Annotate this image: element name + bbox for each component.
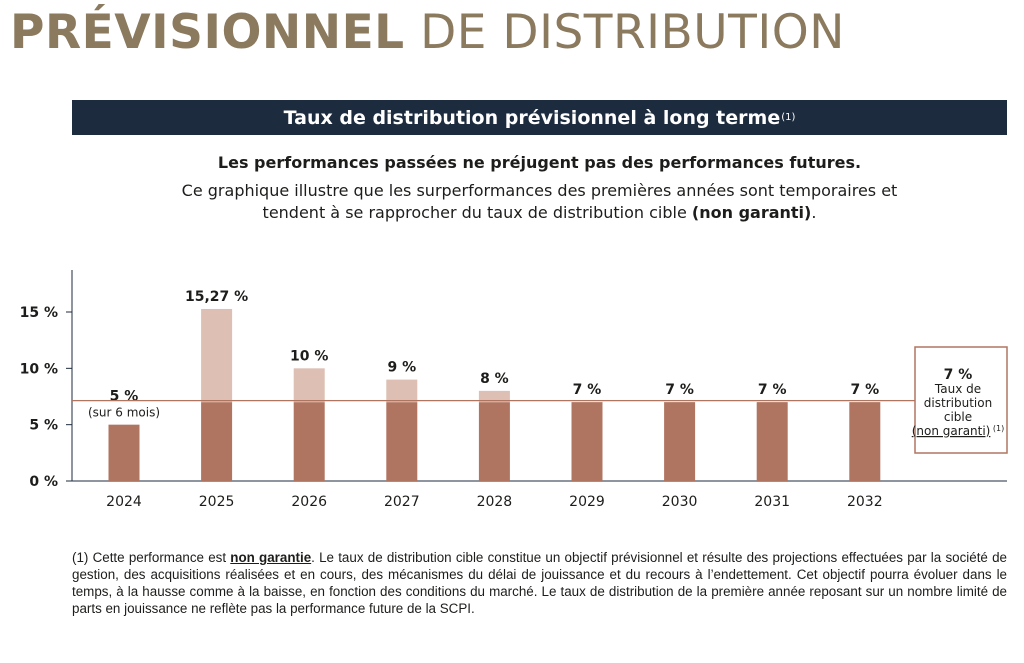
intro-text-line-2-end: . xyxy=(811,203,817,222)
footnote: (1) Cette performance est non garantie. … xyxy=(72,549,1007,617)
data-label: 15,27 % xyxy=(185,289,248,305)
x-tick-label: 2026 xyxy=(291,494,327,510)
bar-base xyxy=(293,402,325,481)
page-title-bold: PRÉVISIONNEL xyxy=(10,5,405,60)
footnote-start: (1) Cette performance est xyxy=(72,550,231,565)
y-tick-label: 15 % xyxy=(20,305,58,321)
target-rate-value: 7 % xyxy=(944,367,973,383)
data-label: 9 % xyxy=(387,360,416,376)
y-tick-label: 5 % xyxy=(29,418,58,434)
target-rate-note-ref: (1) xyxy=(990,424,1004,433)
bar-base xyxy=(386,402,418,481)
data-label: 5 % xyxy=(110,389,139,405)
x-tick-label: 2027 xyxy=(384,494,420,510)
chart-banner: Taux de distribution prévisionnel à long… xyxy=(72,100,1007,135)
footnote-rest: . Le taux de distribution cible constitu… xyxy=(72,550,1007,616)
data-label: 7 % xyxy=(665,382,694,398)
x-tick-label: 2030 xyxy=(662,494,698,510)
x-tick-label: 2024 xyxy=(106,494,142,510)
bar-base xyxy=(756,402,788,481)
target-rate-note: (non garanti) (1) xyxy=(912,424,1005,438)
bar-base xyxy=(849,402,881,481)
data-label: 7 % xyxy=(573,382,602,398)
page-title: PRÉVISIONNEL DE DISTRIBUTION xyxy=(10,2,845,64)
bar-base xyxy=(664,402,696,481)
intro-text-emphasis: (non garanti) xyxy=(691,203,812,222)
intro-text-line-2: tendent à se rapprocher du taux de distr… xyxy=(72,203,1007,222)
banner-text: Taux de distribution prévisionnel à long… xyxy=(283,106,781,129)
data-label: 8 % xyxy=(480,371,509,387)
x-tick-label: 2025 xyxy=(199,494,235,510)
bar-base xyxy=(108,424,140,481)
x-tick-label: 2032 xyxy=(847,494,883,510)
y-tick-label: 10 % xyxy=(20,361,58,377)
disclaimer-text: Les performances passées ne préjugent pa… xyxy=(217,153,862,172)
data-label: 10 % xyxy=(290,348,328,364)
y-tick-label: 0 % xyxy=(29,474,58,490)
bar-surperformance xyxy=(201,308,233,403)
bar-surperformance xyxy=(293,368,325,403)
page-title-rest: DE DISTRIBUTION xyxy=(420,5,845,60)
x-tick-label: 2029 xyxy=(569,494,605,510)
bar-base xyxy=(201,402,233,481)
footnote-emphasis: non garantie xyxy=(230,550,312,565)
x-tick-label: 2028 xyxy=(477,494,513,510)
bar-base xyxy=(478,402,510,481)
target-rate-box xyxy=(914,346,1008,454)
target-rate-caption: Taux de xyxy=(934,382,981,396)
data-label: 7 % xyxy=(850,382,879,398)
target-rate-caption: distribution xyxy=(924,396,992,410)
data-label: 7 % xyxy=(758,382,787,398)
bar-base xyxy=(571,402,603,481)
target-rate-caption: cible xyxy=(944,410,972,424)
intro-text-line-2-start: tendent à se rapprocher du taux de distr… xyxy=(262,203,692,222)
data-sublabel: (sur 6 mois) xyxy=(88,406,160,420)
target-rate-note-underlined: (non garanti) xyxy=(912,424,991,438)
intro-text-line-1: Ce graphique illustre que les surperform… xyxy=(181,181,898,200)
bar-surperformance xyxy=(386,379,418,403)
banner-footnote-ref: (1) xyxy=(781,112,796,123)
x-tick-label: 2031 xyxy=(754,494,790,510)
bar-surperformance xyxy=(478,390,510,403)
